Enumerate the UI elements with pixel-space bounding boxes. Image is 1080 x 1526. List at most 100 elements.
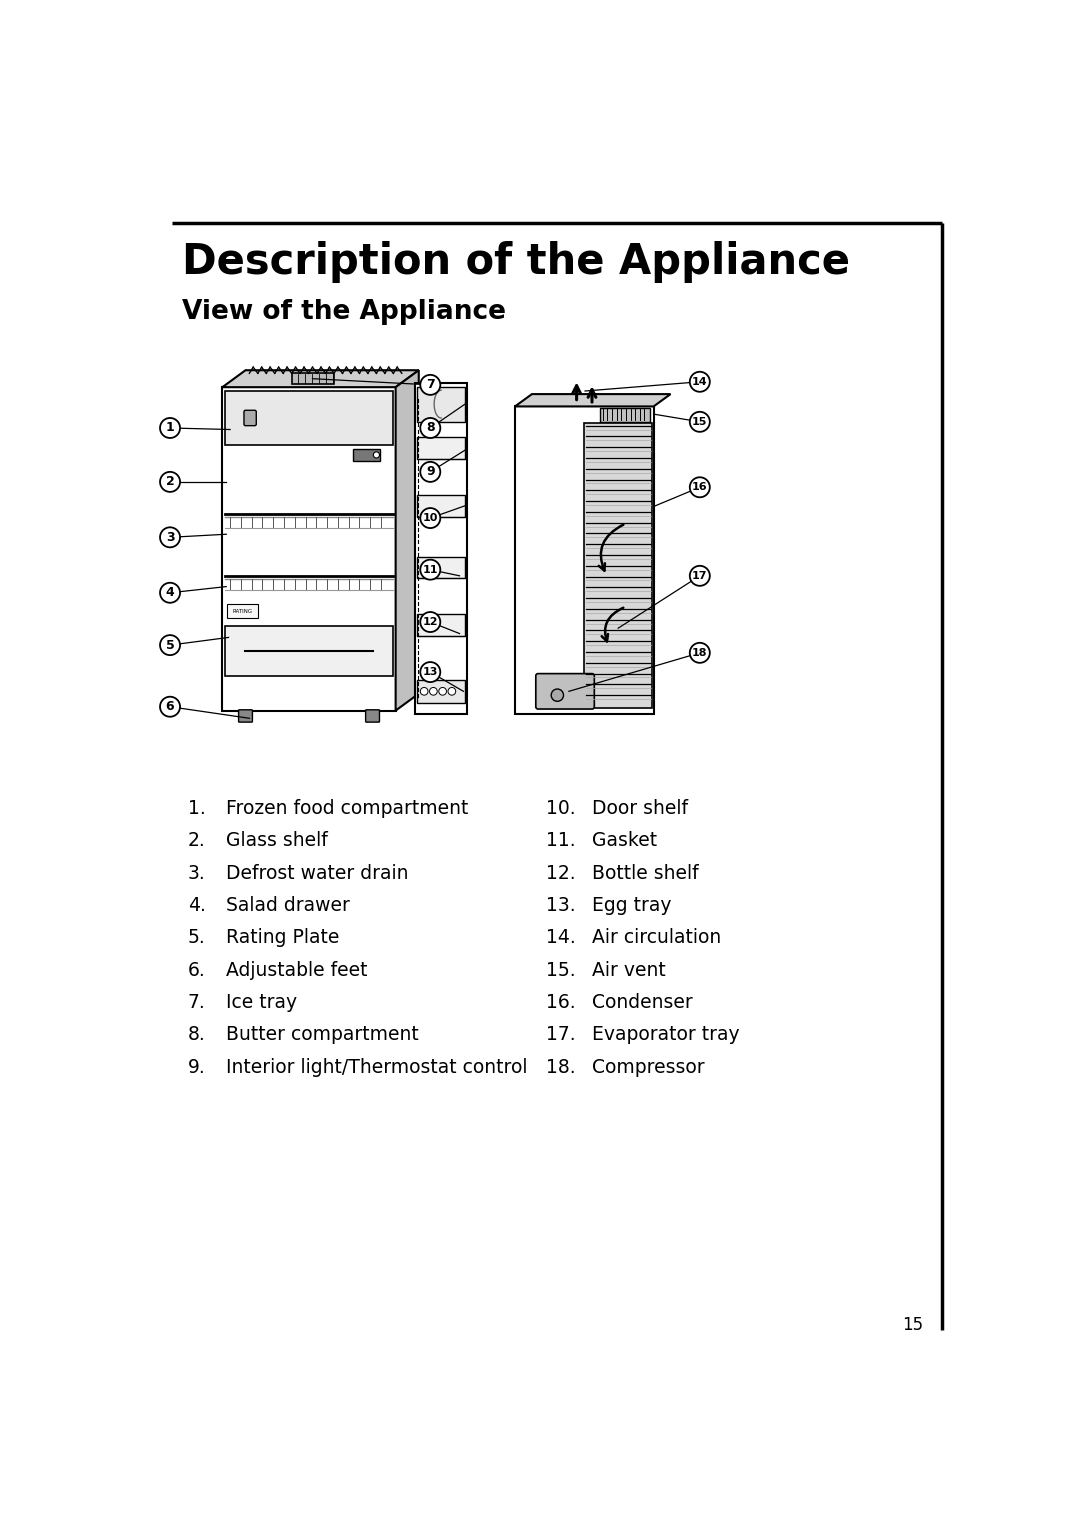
- FancyBboxPatch shape: [227, 604, 258, 618]
- FancyBboxPatch shape: [226, 626, 392, 676]
- Text: 2.: 2.: [188, 832, 205, 850]
- Text: Salad drawer: Salad drawer: [226, 896, 350, 916]
- Text: 13: 13: [422, 667, 438, 678]
- Circle shape: [160, 472, 180, 491]
- Text: 16.: 16.: [545, 993, 576, 1012]
- Text: Interior light/Thermostat control: Interior light/Thermostat control: [226, 1058, 528, 1077]
- Text: 8: 8: [426, 421, 434, 435]
- Circle shape: [420, 662, 441, 682]
- Polygon shape: [515, 394, 671, 406]
- Text: 8.: 8.: [188, 1025, 205, 1044]
- Text: 15: 15: [902, 1317, 923, 1334]
- Circle shape: [438, 688, 446, 696]
- Text: 5: 5: [165, 638, 174, 652]
- Circle shape: [374, 452, 379, 458]
- Polygon shape: [222, 371, 419, 388]
- Text: Condenser: Condenser: [592, 993, 692, 1012]
- Text: 14.: 14.: [545, 928, 576, 948]
- Text: 1: 1: [165, 421, 174, 435]
- Text: 10: 10: [422, 513, 438, 523]
- Text: Compressor: Compressor: [592, 1058, 704, 1077]
- Text: 18: 18: [692, 649, 707, 658]
- Circle shape: [690, 566, 710, 586]
- FancyBboxPatch shape: [366, 710, 379, 722]
- Text: 9.: 9.: [188, 1058, 205, 1077]
- FancyBboxPatch shape: [584, 423, 652, 708]
- Text: 11.: 11.: [545, 832, 576, 850]
- Circle shape: [420, 418, 441, 438]
- Text: 16: 16: [692, 482, 707, 493]
- FancyBboxPatch shape: [417, 494, 465, 516]
- Text: Air circulation: Air circulation: [592, 928, 721, 948]
- Text: Butter compartment: Butter compartment: [226, 1025, 419, 1044]
- Circle shape: [690, 412, 710, 432]
- Circle shape: [160, 697, 180, 717]
- Text: Defrost water drain: Defrost water drain: [226, 864, 408, 884]
- Text: Door shelf: Door shelf: [592, 800, 688, 818]
- Text: 17.: 17.: [545, 1025, 576, 1044]
- Text: 3.: 3.: [188, 864, 205, 884]
- Text: 7: 7: [426, 378, 434, 391]
- Text: Glass shelf: Glass shelf: [226, 832, 328, 850]
- Text: Air vent: Air vent: [592, 961, 665, 980]
- Text: 17: 17: [692, 571, 707, 581]
- Text: Frozen food compartment: Frozen food compartment: [226, 800, 469, 818]
- Text: 6.: 6.: [188, 961, 205, 980]
- Text: 3: 3: [165, 531, 174, 543]
- FancyBboxPatch shape: [353, 449, 380, 461]
- Circle shape: [160, 635, 180, 655]
- Text: 7.: 7.: [188, 993, 205, 1012]
- FancyBboxPatch shape: [417, 388, 465, 421]
- FancyBboxPatch shape: [239, 710, 253, 722]
- Text: 14: 14: [692, 377, 707, 386]
- Text: 6: 6: [165, 700, 174, 713]
- Text: Rating Plate: Rating Plate: [226, 928, 339, 948]
- Text: 4: 4: [165, 586, 174, 600]
- FancyBboxPatch shape: [417, 438, 465, 459]
- Text: 12.: 12.: [545, 864, 576, 884]
- Circle shape: [551, 690, 564, 702]
- Text: RATING: RATING: [232, 609, 253, 613]
- FancyBboxPatch shape: [292, 374, 334, 385]
- Circle shape: [420, 688, 428, 696]
- Circle shape: [420, 375, 441, 395]
- Circle shape: [690, 372, 710, 392]
- Text: View of the Appliance: View of the Appliance: [183, 299, 507, 325]
- Text: Evaporator tray: Evaporator tray: [592, 1025, 740, 1044]
- Text: Adjustable feet: Adjustable feet: [226, 961, 368, 980]
- Text: 12: 12: [422, 617, 438, 627]
- Circle shape: [420, 560, 441, 580]
- Text: 1.: 1.: [188, 800, 205, 818]
- Circle shape: [420, 508, 441, 528]
- Circle shape: [160, 418, 180, 438]
- Text: 4.: 4.: [188, 896, 205, 916]
- Circle shape: [160, 528, 180, 548]
- Text: 15: 15: [692, 417, 707, 427]
- Text: Description of the Appliance: Description of the Appliance: [183, 241, 850, 282]
- Text: 15.: 15.: [545, 961, 576, 980]
- Text: 13.: 13.: [545, 896, 576, 916]
- FancyBboxPatch shape: [415, 383, 468, 714]
- FancyBboxPatch shape: [536, 673, 594, 710]
- Circle shape: [448, 688, 456, 696]
- FancyBboxPatch shape: [244, 410, 256, 426]
- Text: 5.: 5.: [188, 928, 205, 948]
- FancyBboxPatch shape: [417, 557, 465, 578]
- Text: Gasket: Gasket: [592, 832, 657, 850]
- Text: Egg tray: Egg tray: [592, 896, 672, 916]
- FancyBboxPatch shape: [417, 615, 465, 636]
- FancyBboxPatch shape: [226, 391, 392, 446]
- Text: 18.: 18.: [545, 1058, 576, 1077]
- FancyBboxPatch shape: [599, 407, 650, 421]
- Circle shape: [420, 612, 441, 632]
- Circle shape: [690, 642, 710, 662]
- Circle shape: [160, 583, 180, 603]
- FancyBboxPatch shape: [417, 679, 465, 703]
- Text: Bottle shelf: Bottle shelf: [592, 864, 699, 884]
- Text: 11: 11: [422, 565, 438, 575]
- Circle shape: [690, 478, 710, 497]
- FancyBboxPatch shape: [222, 388, 395, 711]
- Text: 2: 2: [165, 476, 174, 488]
- Text: 10.: 10.: [545, 800, 576, 818]
- Circle shape: [420, 462, 441, 482]
